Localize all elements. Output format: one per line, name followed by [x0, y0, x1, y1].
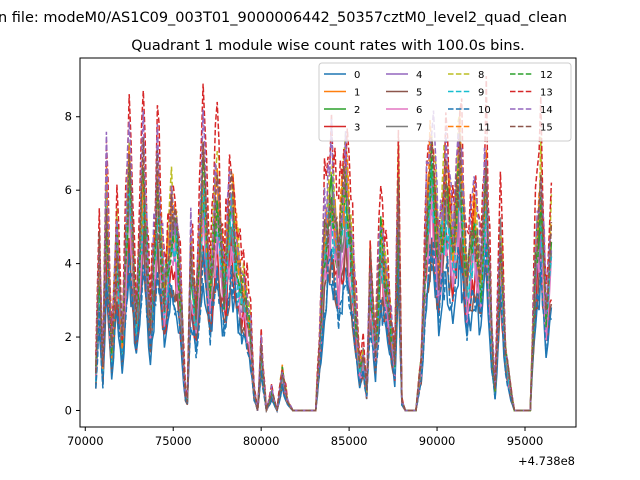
- series-line-15: [95, 132, 553, 412]
- legend-label-11: 11: [478, 123, 491, 134]
- legend-label-15: 15: [540, 123, 553, 134]
- y-tick-label: 6: [65, 183, 72, 197]
- series-line-5: [95, 228, 553, 414]
- y-tick-label: 0: [65, 403, 72, 417]
- y-tick-label: 8: [65, 110, 72, 124]
- chart-axes: 70000 75000 80000 85000 90000 95000 0 2 4 6 8: [65, 110, 544, 448]
- series-lines: [95, 76, 553, 414]
- y-tick-label: 2: [65, 330, 72, 344]
- legend-label-1: 1: [354, 88, 360, 99]
- y-tick-label: 4: [65, 257, 72, 271]
- legend-label-13: 13: [540, 88, 553, 99]
- x-tick-label: 70000: [67, 434, 104, 448]
- legend-label-9: 9: [478, 88, 484, 99]
- x-tick-label: 95000: [507, 434, 544, 448]
- x-tick-label: 90000: [419, 434, 456, 448]
- legend-label-2: 2: [354, 105, 360, 116]
- series-line-10: [95, 241, 553, 414]
- series-line-14: [95, 109, 553, 412]
- x-axis-offset-label: +4.738e8: [518, 454, 575, 468]
- legend-label-3: 3: [354, 123, 360, 134]
- legend-label-5: 5: [416, 88, 422, 99]
- plot-frame: [79, 57, 577, 428]
- x-tick-label: 75000: [155, 434, 192, 448]
- x-tick-label: 85000: [331, 434, 368, 448]
- chart-title: Quadrant 1 module wise count rates with …: [131, 38, 525, 54]
- legend-label-4: 4: [416, 70, 422, 81]
- legend-label-12: 12: [540, 70, 553, 81]
- legend-label-7: 7: [416, 123, 422, 134]
- legend-label-14: 14: [540, 105, 553, 116]
- legend-label-8: 8: [478, 70, 484, 81]
- legend-box: [318, 62, 572, 142]
- x-tick-label: 80000: [243, 434, 280, 448]
- chart-suptitle: n file: modeM0/AS1C09_003T01_9000006442_…: [0, 10, 567, 26]
- legend-label-6: 6: [416, 105, 422, 116]
- legend-label-10: 10: [478, 105, 491, 116]
- legend-label-0: 0: [354, 70, 360, 81]
